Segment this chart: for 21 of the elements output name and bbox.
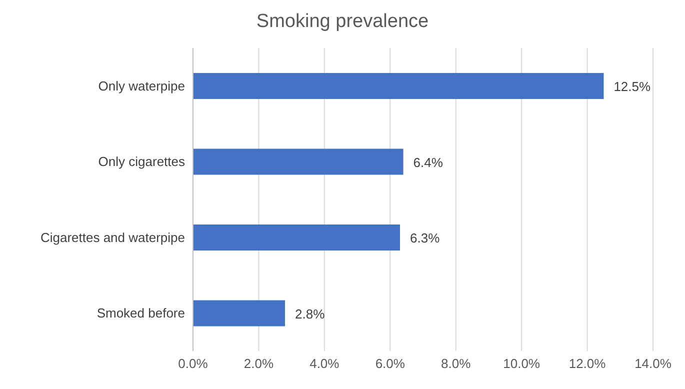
data-label: 12.5% bbox=[614, 79, 652, 94]
chart-title: Smoking prevalence bbox=[255, 10, 430, 34]
y-tick-label: Only cigarettes bbox=[98, 154, 186, 170]
bar bbox=[193, 148, 404, 175]
x-tick-label: 14.0% bbox=[634, 356, 672, 372]
x-tick-label: 4.0% bbox=[310, 356, 340, 372]
bar bbox=[193, 73, 604, 99]
y-tick-label: Cigarettes and waterpipe bbox=[40, 230, 185, 245]
data-label: 6.3% bbox=[410, 230, 440, 246]
data-label: 6.4% bbox=[413, 154, 444, 170]
x-tick-label: 6.0% bbox=[375, 356, 406, 372]
x-tick-label: 2.0% bbox=[244, 356, 274, 372]
x-tick-label: 10.0% bbox=[503, 356, 540, 372]
y-tick-label: Only waterpipe bbox=[98, 78, 185, 94]
bar bbox=[193, 224, 400, 250]
y-tick-label: Smoked before bbox=[96, 306, 185, 321]
x-tick-label: 12.0% bbox=[568, 356, 606, 372]
x-tick-label: 8.0% bbox=[441, 356, 472, 372]
bar bbox=[193, 300, 285, 326]
x-tick-label: 0.0% bbox=[178, 356, 208, 372]
data-label: 2.8% bbox=[295, 306, 326, 322]
